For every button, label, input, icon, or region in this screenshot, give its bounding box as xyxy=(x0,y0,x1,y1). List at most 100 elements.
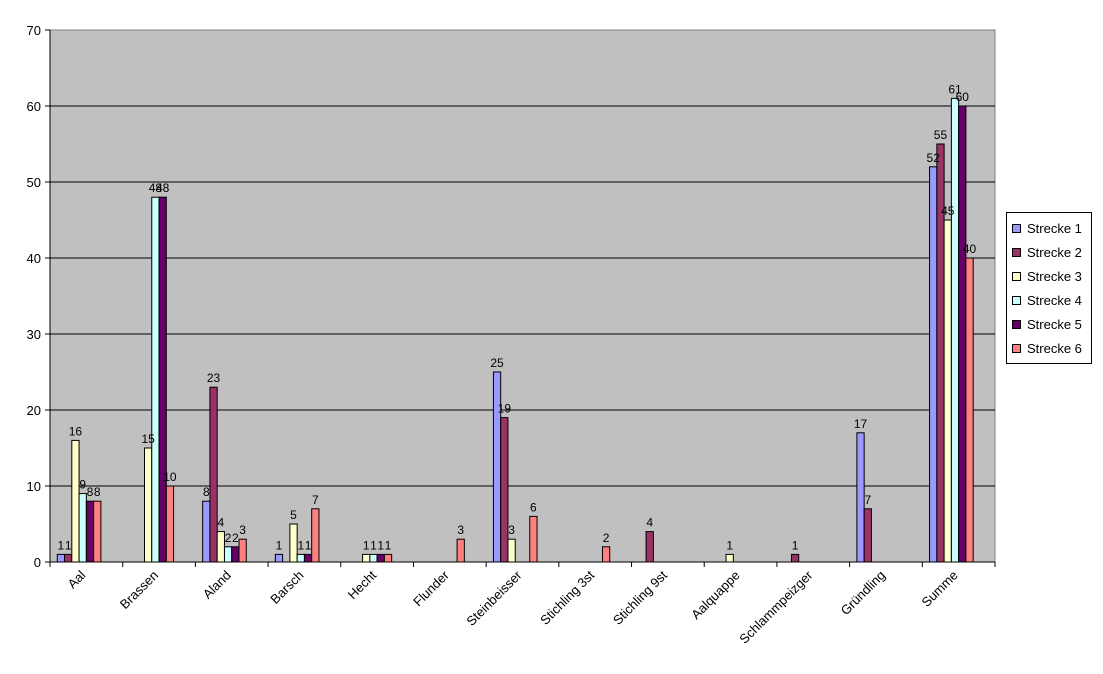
bar xyxy=(71,439,80,563)
data-label: 45 xyxy=(941,204,955,218)
data-label: 25 xyxy=(490,356,504,370)
bar xyxy=(274,553,284,563)
data-label: 8 xyxy=(203,485,210,499)
data-label: 5 xyxy=(290,508,297,522)
bar xyxy=(289,523,298,563)
bar xyxy=(231,546,240,563)
data-label: 52 xyxy=(927,151,941,165)
data-label: 4 xyxy=(217,516,224,530)
bar xyxy=(950,97,960,563)
x-tick-label: Gründling xyxy=(838,568,888,618)
bar xyxy=(216,531,225,563)
legend-swatch xyxy=(1012,343,1021,353)
bar xyxy=(296,553,305,563)
data-label: 16 xyxy=(69,424,83,438)
legend-item: Strecke 1 xyxy=(1007,216,1091,240)
bar xyxy=(456,538,465,563)
bar xyxy=(965,257,974,563)
x-tick-label: Aal xyxy=(65,567,89,591)
bar xyxy=(362,553,371,563)
data-label: 1 xyxy=(370,538,377,552)
data-label: 1 xyxy=(385,538,392,552)
bar xyxy=(209,386,218,563)
legend-label: Strecke 5 xyxy=(1027,316,1082,332)
bar xyxy=(311,508,320,563)
data-label: 9 xyxy=(79,478,86,492)
data-label: 3 xyxy=(508,523,515,537)
data-label: 4 xyxy=(646,516,653,530)
bar xyxy=(376,553,385,563)
x-tick-label: Summe xyxy=(918,568,960,610)
x-tick-label: Brassen xyxy=(117,568,161,612)
gridlines xyxy=(50,105,995,487)
bar xyxy=(790,553,800,563)
bar xyxy=(529,515,538,563)
data-label: 8 xyxy=(94,485,101,499)
bar xyxy=(144,447,153,563)
x-tick-label: Barsch xyxy=(267,568,306,607)
legend-swatch xyxy=(1012,247,1021,257)
y-tick-label: 10 xyxy=(27,479,41,494)
data-label: 1 xyxy=(726,538,733,552)
bar xyxy=(151,196,160,563)
data-label: 61 xyxy=(948,82,962,96)
x-tick-label: Flunder xyxy=(410,567,452,609)
legend-swatch xyxy=(1012,295,1021,305)
data-label: 1 xyxy=(305,538,312,552)
data-label: 10 xyxy=(163,470,177,484)
plot-background xyxy=(49,29,996,563)
data-label: 23 xyxy=(207,371,221,385)
x-tick-label: Schlammpeizger xyxy=(736,567,816,647)
legend-swatch xyxy=(1012,271,1021,281)
data-label: 6 xyxy=(530,500,537,514)
bar xyxy=(383,553,393,563)
data-label: 48 xyxy=(156,181,170,195)
y-tick-label: 60 xyxy=(27,99,41,114)
legend-label: Strecke 3 xyxy=(1027,268,1082,284)
bar xyxy=(158,196,167,563)
bar xyxy=(863,508,872,563)
bar xyxy=(93,500,102,563)
bar xyxy=(500,417,509,563)
data-label: 60 xyxy=(956,90,970,104)
bar xyxy=(958,105,967,563)
legend-item: Strecke 5 xyxy=(1007,312,1091,336)
bar xyxy=(369,553,378,563)
data-label: 2 xyxy=(225,531,232,545)
bar xyxy=(165,485,175,563)
y-tick-label: 40 xyxy=(27,251,41,266)
data-label: 2 xyxy=(232,531,239,545)
plot-area xyxy=(49,29,996,563)
data-label: 1 xyxy=(377,538,384,552)
data-label: 3 xyxy=(457,523,464,537)
bar xyxy=(223,546,233,563)
legend-label: Strecke 6 xyxy=(1027,340,1082,356)
bar xyxy=(78,493,87,563)
data-label: 1 xyxy=(276,538,283,552)
x-tick-label: Steinbeisser xyxy=(463,567,525,629)
legend-item: Strecke 6 xyxy=(1007,336,1091,360)
x-tick-label: Stichling 9st xyxy=(610,567,670,627)
x-tick-label: Stichling 3st xyxy=(537,567,597,627)
x-tick-label: Aland xyxy=(200,568,234,602)
bar xyxy=(85,500,95,563)
data-label: 40 xyxy=(963,242,977,256)
y-tick-label: 50 xyxy=(27,175,41,190)
data-label: 15 xyxy=(141,432,155,446)
bar xyxy=(238,538,247,563)
data-label: 2 xyxy=(603,531,610,545)
x-tick-label: Aalquappe xyxy=(688,568,743,623)
data-label: 1 xyxy=(297,538,304,552)
data-label: 7 xyxy=(864,493,871,507)
legend-label: Strecke 1 xyxy=(1027,220,1082,236)
bar xyxy=(725,553,734,563)
data-label: 3 xyxy=(239,523,246,537)
legend-swatch xyxy=(1012,223,1021,233)
legend-label: Strecke 4 xyxy=(1027,292,1082,308)
bar xyxy=(56,553,66,563)
legend-item: Strecke 4 xyxy=(1007,288,1091,312)
x-tick-label: Hecht xyxy=(345,567,380,602)
y-tick-label: 0 xyxy=(34,555,41,570)
